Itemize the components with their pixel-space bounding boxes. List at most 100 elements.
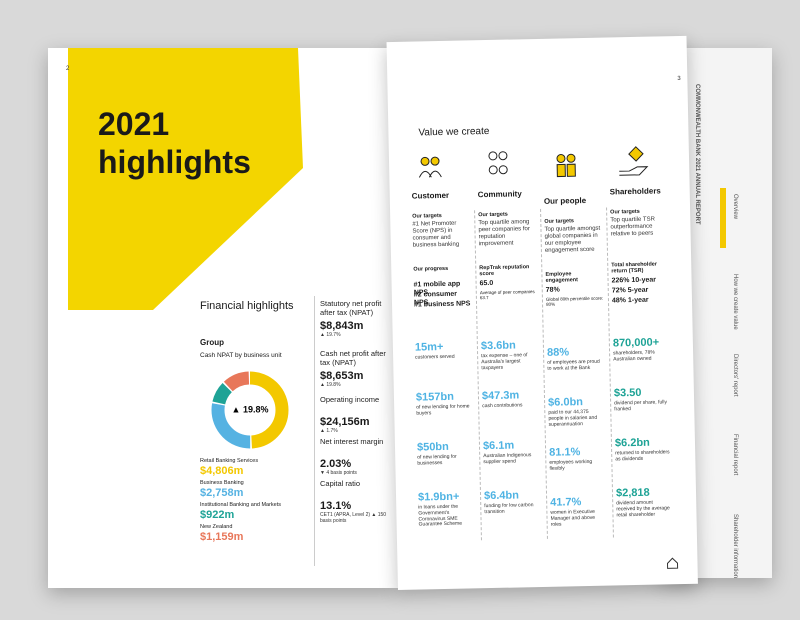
stat-desc: employees working flexibly	[549, 458, 593, 472]
stat-value: $6.2bn	[614, 436, 650, 450]
progress-item: 78%	[545, 286, 560, 294]
stat-desc: cash contributions	[482, 402, 523, 410]
stat-desc: in loans under the Government's Coronavi…	[418, 503, 463, 528]
targets-heading: Our targets	[412, 213, 442, 220]
stat-desc: funding for low carbon transition	[484, 502, 534, 515]
targets-heading: Our targets	[610, 208, 640, 216]
community-icon	[488, 151, 508, 175]
stat-value: $6.4bn	[483, 489, 520, 503]
left-page: 2 2021 highlights Financial highlights G…	[48, 48, 398, 588]
progress-item: 226% 10-year	[611, 276, 657, 285]
stat-desc: women in Executive Manager and above rol…	[550, 508, 596, 528]
back-header: COMMONWEALTH BANK 2021 ANNUAL REPORT	[694, 84, 700, 225]
legend-label: New Zealand	[200, 524, 233, 530]
stat-value: 41.7%	[550, 496, 582, 509]
column-divider	[474, 210, 482, 541]
title-line: 2021	[98, 106, 170, 142]
progress-item: Average of peer companies 63.7	[479, 289, 535, 301]
group-label: Group	[200, 338, 224, 347]
target-text: #1 Net Promoter Score (NPS) in consumer …	[412, 220, 460, 249]
progress-item: 72% 5-year	[611, 286, 649, 295]
page-number: 2	[66, 66, 70, 72]
page-number: 3	[677, 75, 681, 83]
section-tab: How we create value	[732, 274, 738, 330]
stat-value: 81.1%	[549, 446, 581, 459]
metric-label: Cash net profit after tax (NPAT)	[320, 349, 386, 367]
columns: Customer Our targets #1 Net Promoter Score…	[387, 36, 687, 541]
column-head: Shareholders	[609, 186, 661, 197]
progress-item: 65.0	[479, 279, 494, 288]
stat-value: $3.6bn	[480, 339, 516, 353]
stat-value: 870,000+	[612, 336, 660, 350]
chart-title: Cash NPAT by business unit	[200, 352, 282, 359]
progress-item: #1 business NPS	[413, 300, 471, 309]
metric-change: CET1 (APRA, Level 2) ▲ 150 basis points	[320, 512, 387, 524]
stat-desc: returned to shareholders as dividends	[615, 449, 670, 463]
section-tab: Financial report	[732, 434, 738, 476]
stat-desc: dividend per share, fully franked	[614, 399, 668, 413]
home-icon	[666, 557, 679, 569]
donut-chart: ▲ 19.8%	[211, 371, 289, 449]
stat-value: $6.0bn	[547, 396, 584, 409]
customer-icon	[418, 156, 442, 178]
stat-value: $6.1m	[482, 439, 515, 453]
legend-value: $1,159m	[200, 531, 244, 543]
column-head: Our people	[543, 195, 587, 206]
shareholders-icon	[619, 146, 649, 176]
stat-desc: Australian Indigenous supplier spend	[483, 452, 532, 465]
target-text: Top quartile TSR outperformance relative…	[610, 216, 655, 238]
stat-value: $2,818	[615, 486, 650, 500]
legend-value: $2,758m	[200, 487, 244, 499]
stat-value: $1.9bn+	[417, 490, 460, 504]
section-tab: Directors' report	[732, 354, 738, 397]
metric-label: Net interest margin	[320, 437, 384, 446]
metric-value: $8,653m	[320, 370, 364, 382]
progress-item: 48% 1-year	[611, 296, 649, 305]
metric-change: ▼ 4 basis points	[320, 470, 357, 476]
stat-desc: of employees are proud to work at the Ba…	[547, 358, 600, 372]
stat-desc: tax expense – one of Australia's largest…	[481, 352, 528, 371]
column-divider	[540, 208, 548, 539]
stat-desc: of new lending for businesses	[417, 453, 457, 467]
stat-value: $47.3m	[481, 389, 520, 403]
stat-value: 15m+	[414, 340, 444, 354]
progress-heading: Our progress	[413, 265, 449, 273]
metric-label: Statutory net profit after tax (NPAT)	[320, 299, 382, 317]
section-tab: Overview	[732, 194, 738, 220]
people-icon	[556, 153, 576, 178]
stat-desc: customers served	[415, 353, 455, 361]
stat-desc: paid to our 44,375 people in salaries an…	[548, 408, 598, 428]
progress-heading: RepTrak reputation score	[479, 264, 530, 278]
progress-heading: Total shareholder return (TSR)	[611, 261, 658, 275]
column-head: Community	[477, 189, 522, 200]
metric-change: ▲ 19.8%	[320, 382, 341, 388]
right-page: Value we create 3 Customer Our targets #1 …	[386, 35, 698, 590]
metric-value: 13.1%	[320, 500, 352, 512]
metric-value: $8,843m	[320, 320, 364, 332]
donut-center: ▲ 19.8%	[232, 404, 269, 414]
column-divider	[606, 207, 614, 538]
legend-label: Business Banking	[200, 480, 244, 486]
section-title: Financial highlights	[200, 300, 294, 312]
progress-item: Global 80th percentile score: 80%	[545, 295, 604, 308]
targets-heading: Our targets	[478, 211, 508, 219]
tab-marker	[720, 188, 726, 248]
target-text: Top quartile among peer companies for re…	[478, 219, 530, 247]
stat-value: $50bn	[416, 440, 449, 454]
column-head: Customer	[411, 190, 450, 201]
page-title: Value we create	[418, 125, 490, 139]
legend-value: $4,806m	[200, 465, 244, 477]
targets-heading: Our targets	[544, 218, 575, 225]
icons	[418, 146, 649, 178]
divider	[314, 296, 315, 566]
stat-desc: of new lending for home buyers	[416, 403, 470, 417]
stat-value: $157bn	[415, 390, 455, 404]
stat-value: $3.50	[613, 386, 642, 400]
stat-desc: dividend amount received by the average …	[616, 499, 670, 518]
legend-label: Institutional Banking and Markets	[200, 502, 282, 508]
metric-label: Operating income	[320, 395, 380, 404]
metric-change: ▲ 19.7%	[320, 332, 341, 338]
donut-segment	[211, 371, 289, 449]
target-text: Top quartile amongst global companies in…	[544, 225, 601, 254]
